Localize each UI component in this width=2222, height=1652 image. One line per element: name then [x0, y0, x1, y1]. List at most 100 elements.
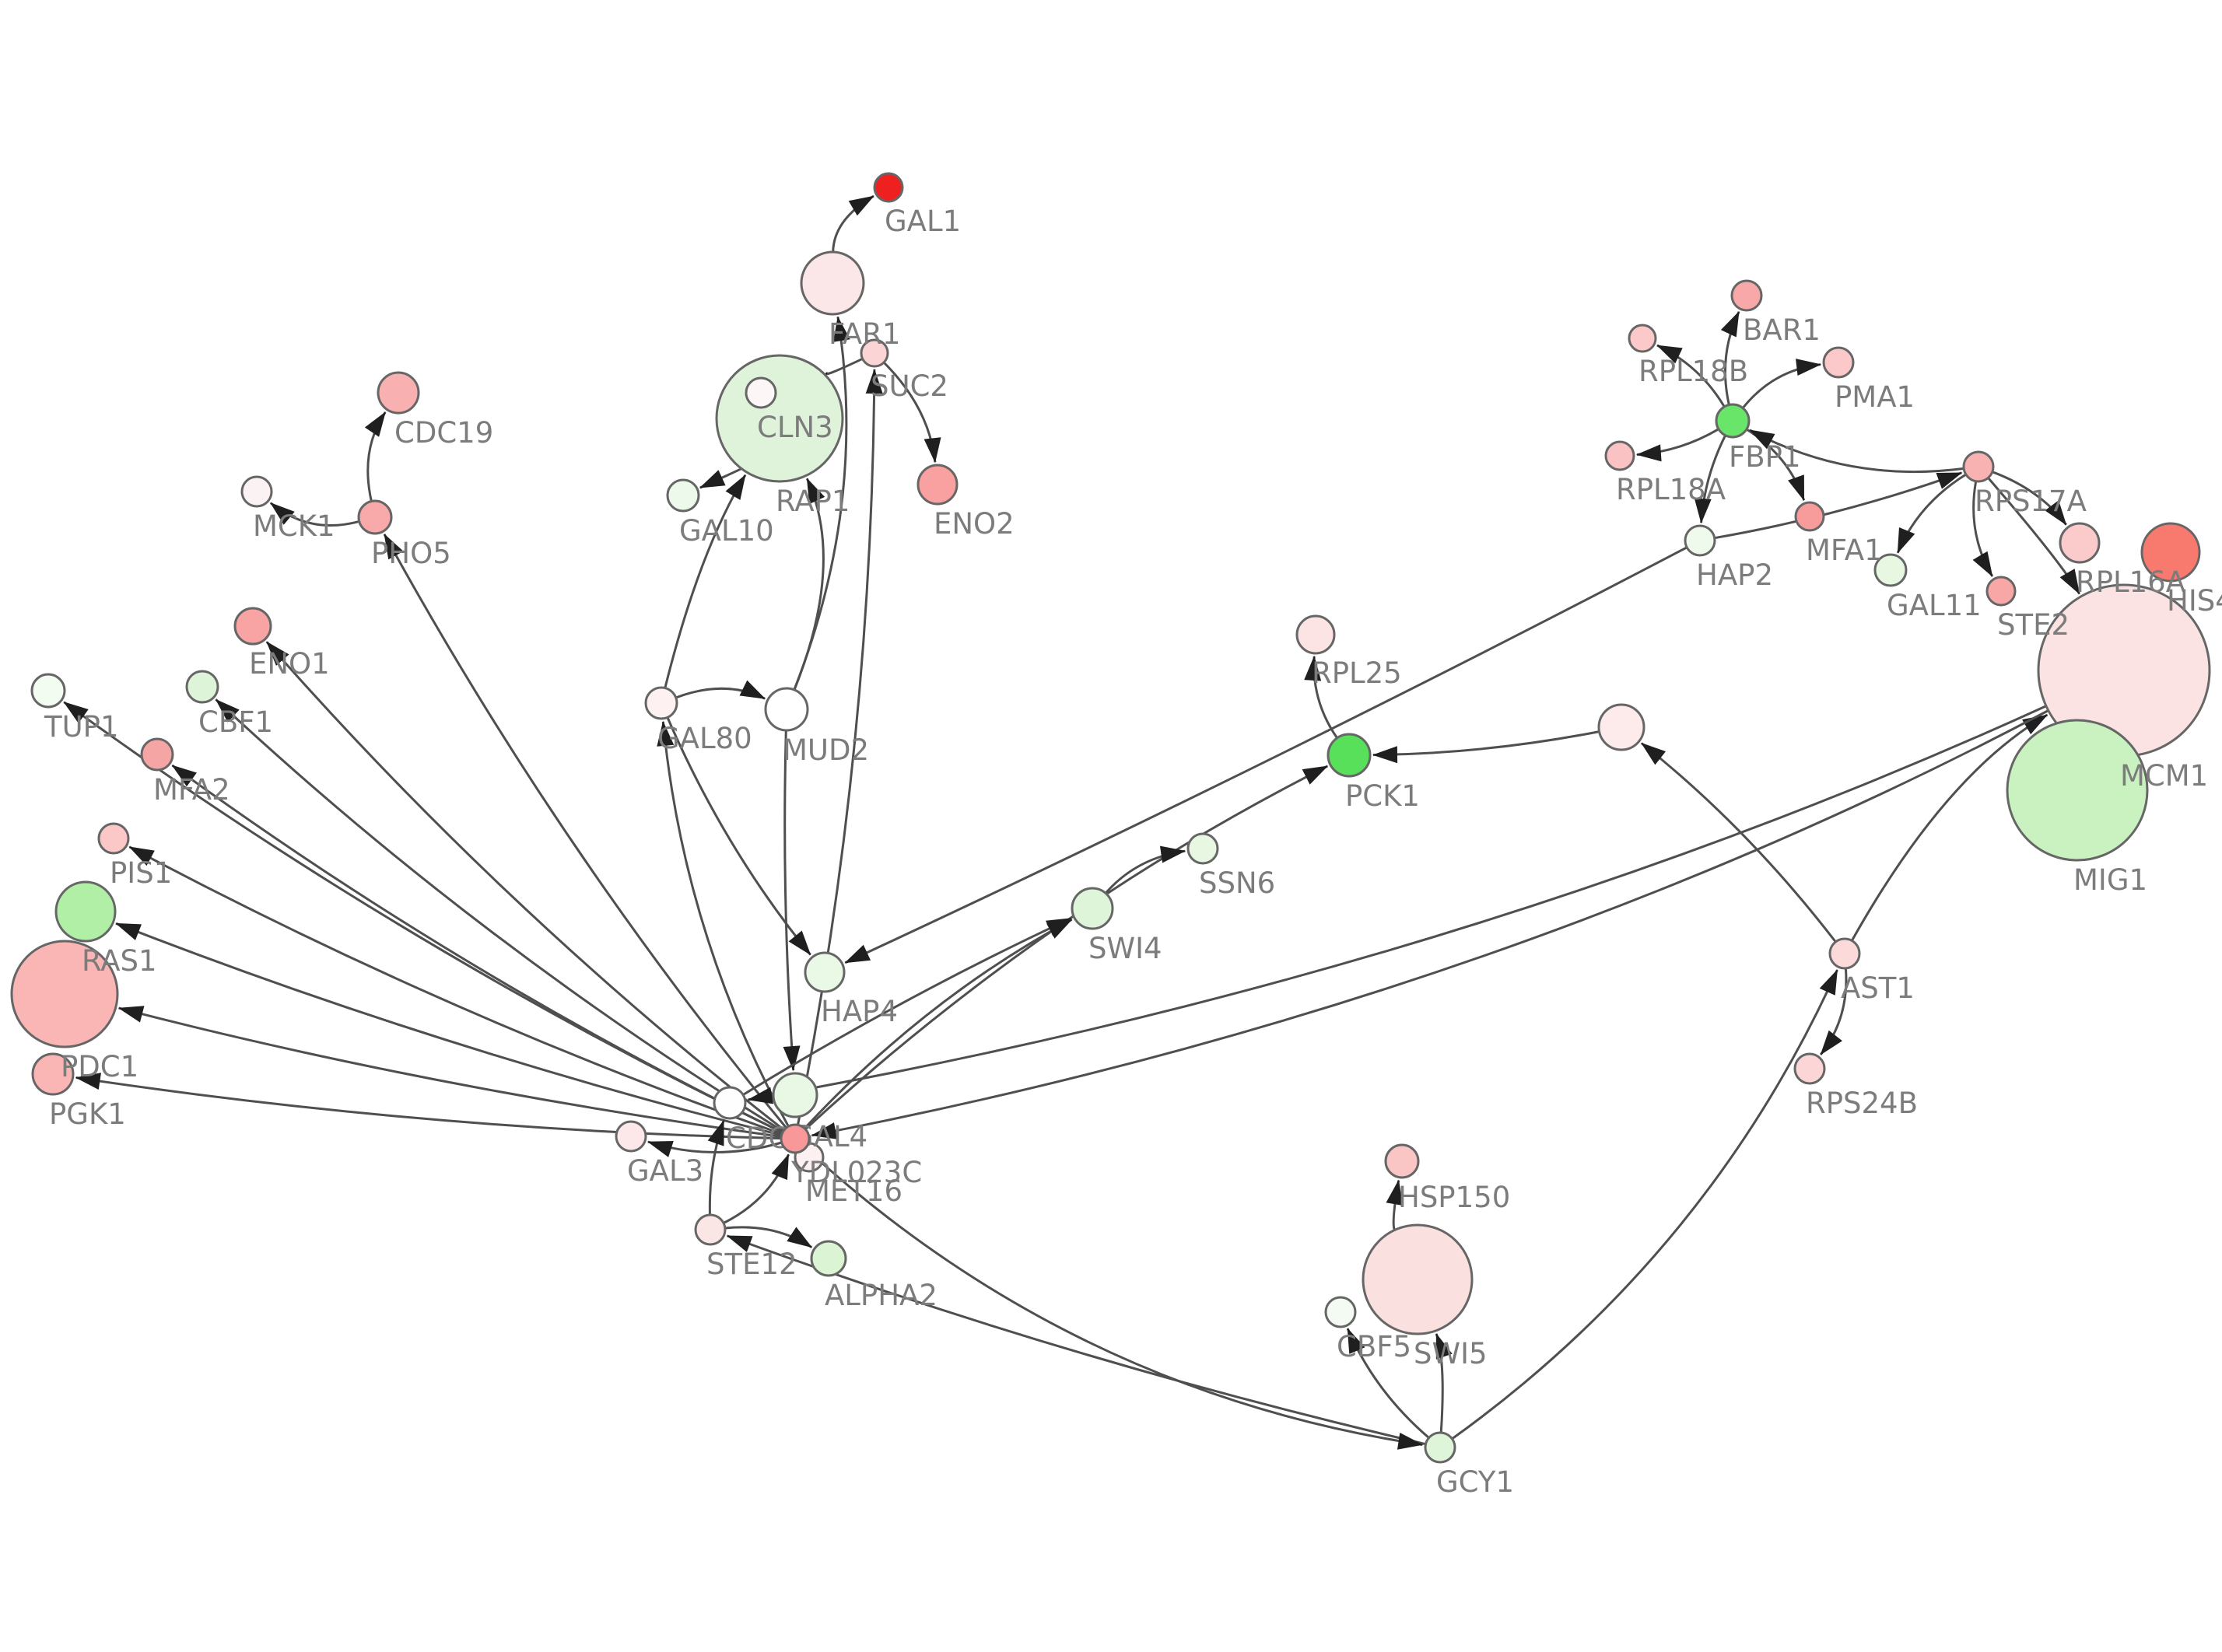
edge-FBP1-RPL18B[interactable] [1656, 344, 1726, 408]
edge-STE12-ALPHA2[interactable] [724, 1226, 813, 1248]
node-SWI4[interactable] [1071, 887, 1114, 930]
node-PCK1[interactable] [1327, 733, 1372, 778]
edge-YDL023C-CBF1[interactable] [215, 698, 784, 1132]
edge-YDL023C-ENO1[interactable] [265, 641, 785, 1132]
edge-GAL80-HAP4[interactable] [666, 716, 811, 956]
edge-FAR1-GAL1[interactable] [832, 194, 874, 253]
node-HAP4[interactable] [804, 951, 846, 993]
edge-RPS17A-STE2[interactable] [1972, 481, 1994, 577]
edge-YDL023C-GAL3[interactable] [647, 1140, 783, 1157]
edge-YDL023C-SWI4[interactable] [804, 918, 1073, 1129]
node-PMA1[interactable] [1822, 346, 1855, 379]
edge-YDL023C-RAS1[interactable] [115, 922, 782, 1137]
edge-HAP2-RPS17A[interactable] [1714, 471, 1963, 540]
node-GAL3[interactable] [615, 1120, 647, 1153]
edge-FBP1-PMA1[interactable] [1741, 359, 1822, 409]
node-HAP2[interactable] [1684, 524, 1716, 557]
node-GAL10[interactable] [666, 478, 700, 513]
edge-RPS17A-MCM1[interactable] [1987, 477, 2080, 595]
node-STE2[interactable] [1985, 576, 2017, 607]
node-ENO1[interactable] [233, 607, 272, 646]
edge-YDL023C-PDC1[interactable] [117, 1006, 782, 1138]
edge-GAL80-MUD2[interactable] [675, 680, 766, 700]
edge-PCK1-RPL25[interactable] [1304, 655, 1338, 739]
node-RPS24B[interactable] [1793, 1052, 1826, 1085]
edge-AST1-RPS24B[interactable] [1820, 968, 1848, 1055]
node-CBF5[interactable] [1324, 1296, 1357, 1328]
edge-FBP1-RPL18A[interactable] [1635, 428, 1719, 462]
edge-GCY1-CBF5[interactable] [1346, 1328, 1430, 1439]
node-TUP1[interactable] [30, 673, 66, 709]
node-CDC19[interactable] [377, 371, 420, 415]
node-FBP1[interactable] [1715, 403, 1751, 439]
node-SUC2[interactable] [860, 338, 889, 368]
edge-MUD2-RAP1[interactable] [793, 478, 825, 691]
edge-RPS17A-FBP1[interactable] [1749, 429, 1964, 474]
edge-FBP1-BAR1[interactable] [1720, 310, 1740, 405]
node-RPL25[interactable] [1295, 614, 1336, 655]
edge-YDL023C-GCY1[interactable] [804, 1147, 1424, 1450]
node-BAR1[interactable] [1730, 279, 1763, 312]
edge-MCM1-YDL023C[interactable] [811, 709, 2049, 1139]
node-PDC1[interactable] [10, 940, 119, 1048]
edge-AST1-NODEX[interactable] [1640, 742, 1837, 943]
edge-SWI4-SSN6[interactable] [1104, 845, 1186, 894]
node-MIG1[interactable] [2006, 719, 2149, 862]
edge-SUC2-ENO2[interactable] [882, 361, 941, 464]
node-PIS1[interactable] [97, 822, 130, 855]
edge-PHO5-CDC19[interactable] [364, 411, 387, 502]
edge-NODEX-PCK1[interactable] [1372, 730, 1600, 764]
edge-YDL023C-GAL80[interactable] [657, 720, 790, 1127]
node-RPL16A[interactable] [2059, 522, 2101, 564]
edge-MUD2-GAL4[interactable] [783, 730, 801, 1072]
edge-STE12-YDL023C[interactable] [723, 1153, 790, 1224]
edge-YDL023C-PIS1[interactable] [128, 845, 783, 1136]
node-STE12[interactable] [694, 1213, 727, 1246]
node-MUD2[interactable] [764, 687, 809, 732]
node-GAL1[interactable] [873, 172, 904, 203]
node-RPL18B[interactable] [1628, 324, 1657, 353]
edge-CDC6-SWI4[interactable] [742, 917, 1072, 1096]
edge-GAL80-RAP1[interactable] [664, 474, 747, 688]
edge-FBP1-HAP2[interactable] [1694, 435, 1726, 524]
edge-YDL023C-TUP1[interactable] [63, 701, 783, 1134]
edge-AST1-MCM1[interactable] [1850, 713, 2049, 942]
edge-STE12-CDC6[interactable] [707, 1119, 725, 1216]
edge-RPS17A-RPL16A[interactable] [1992, 471, 2067, 526]
node-PHO5[interactable] [357, 499, 393, 535]
node-ENO2[interactable] [916, 464, 959, 506]
node-SWI5[interactable] [1362, 1223, 1474, 1335]
edge-SWI5-HSP150[interactable] [1386, 1179, 1404, 1231]
node-PGK1[interactable] [31, 1052, 75, 1096]
node-MFA1[interactable] [1794, 501, 1825, 532]
node-GCY1[interactable] [1424, 1431, 1456, 1464]
edge-RPS17A-GAL11[interactable] [1896, 473, 1967, 554]
edge-GCY1-SWI5[interactable] [1435, 1332, 1453, 1433]
node-RPS17A[interactable] [1962, 450, 1995, 483]
edge-SUC2-RAP1[interactable] [804, 357, 864, 396]
node-MCK1[interactable] [240, 475, 273, 508]
node-ALPHA2[interactable] [810, 1240, 847, 1277]
edge-HAP2-HAP4[interactable] [844, 546, 1688, 964]
node-GAL4[interactable] [772, 1072, 818, 1118]
node-YDL023C[interactable] [780, 1123, 811, 1154]
node-CLN3[interactable] [745, 376, 777, 409]
node-CBF1[interactable] [185, 670, 219, 704]
node-HSP150[interactable] [1384, 1143, 1420, 1179]
edge-YDL023C-SUC2[interactable] [797, 369, 883, 1125]
node-NODEX[interactable] [1597, 703, 1645, 751]
edge-YDL023C-PGK1[interactable] [75, 1073, 782, 1140]
node-RAS1[interactable] [54, 880, 117, 943]
node-MFA2[interactable] [140, 737, 174, 772]
node-GAL11[interactable] [1873, 553, 1908, 587]
node-SSN6[interactable] [1186, 832, 1219, 865]
edge-MCM1-CDC6[interactable] [747, 705, 2047, 1104]
node-GAL80[interactable] [644, 686, 678, 720]
edge-GCY1-AST1[interactable] [1451, 969, 1838, 1440]
node-RPL18A[interactable] [1604, 440, 1635, 471]
node-HIS4[interactable] [2140, 522, 2201, 583]
node-FAR1[interactable] [800, 250, 865, 316]
edge-PHO5-MCK1[interactable] [269, 502, 360, 527]
edge-RAP1-GAL10[interactable] [699, 467, 743, 489]
edge-YDL023C-PHO5[interactable] [383, 534, 787, 1129]
